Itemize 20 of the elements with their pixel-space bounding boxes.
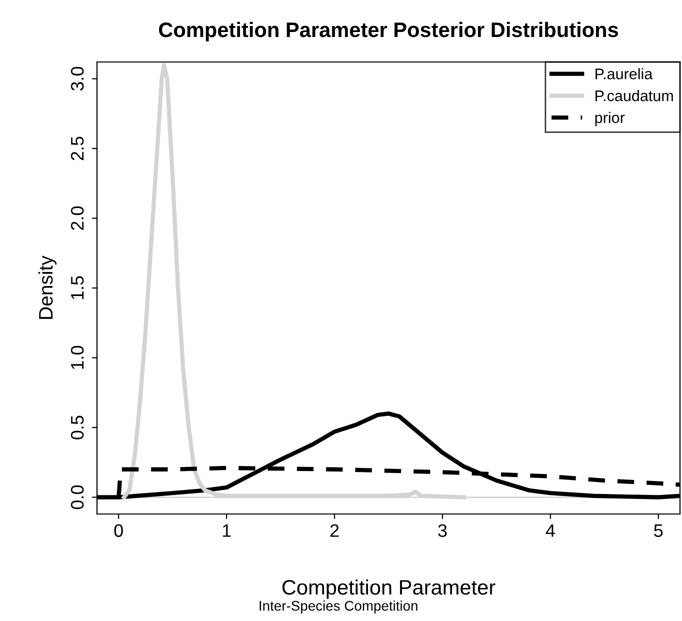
x-tick-label: 1 <box>222 524 231 537</box>
y-tick-label: 1.5 <box>71 276 84 300</box>
y-tick-label: 1.0 <box>70 346 84 369</box>
y-tick-label: 0.5 <box>70 416 84 440</box>
chart-title: Competition Parameter Posterior Distributions <box>159 22 618 42</box>
x-axis-title: Competition Parameter <box>282 579 496 599</box>
y-tick-label: 0.0 <box>70 485 84 510</box>
x-tick-label: 4 <box>546 524 555 537</box>
text: Inter-Species Competition <box>260 600 418 614</box>
y-axis-title: Density <box>38 256 57 319</box>
y-tick-label: 3.0 <box>70 66 84 91</box>
x-tick-label: 2 <box>330 524 339 537</box>
legend-label: prior <box>595 112 625 126</box>
x-tick-label: 5 <box>654 524 663 537</box>
legend-label: P.aurelia <box>596 68 653 80</box>
x-tick-label: 0 <box>114 524 123 537</box>
y-tick-label: 2.0 <box>70 206 84 230</box>
legend-label: P.caudatum <box>596 90 673 102</box>
y-tick-label: 2.5 <box>70 136 84 160</box>
x-tick-label: 3 <box>438 524 447 537</box>
